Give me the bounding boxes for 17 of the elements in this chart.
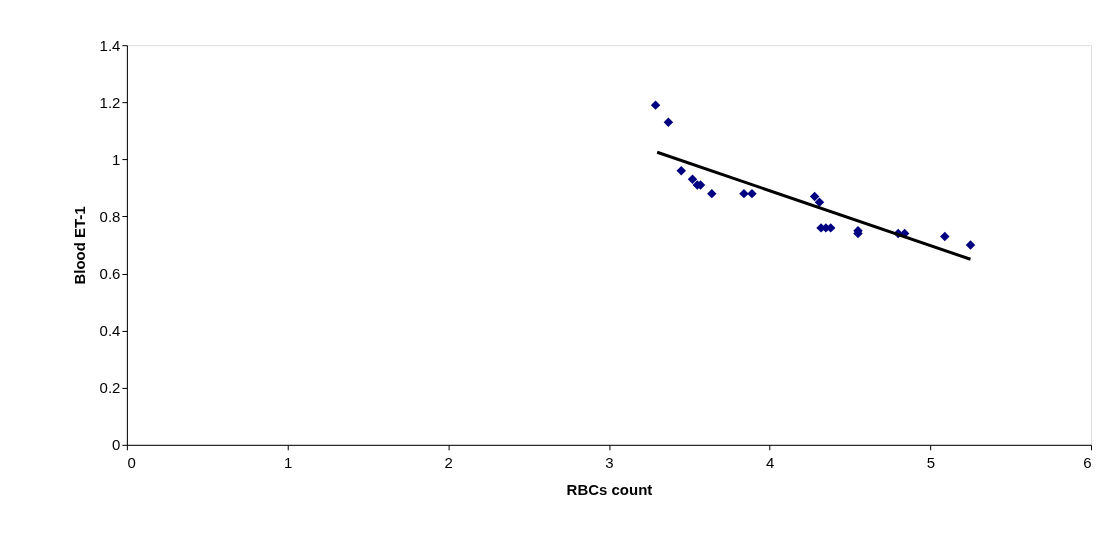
x-tick-label: 2 xyxy=(444,454,453,472)
x-tick-label: 5 xyxy=(926,454,935,472)
x-axis-title: RBCs count xyxy=(566,481,653,499)
y-axis-title: Blood ET-1 xyxy=(70,206,88,285)
y-tick-label: 1 xyxy=(112,150,121,168)
x-tick-label: 4 xyxy=(765,454,775,472)
x-tick-label: 1 xyxy=(283,454,293,472)
x-tick-label: 6 xyxy=(1083,454,1092,472)
x-tick-label: 0 xyxy=(127,454,136,472)
y-tick-label: 0.4 xyxy=(99,322,121,340)
y-tick-label: 0.8 xyxy=(99,207,121,225)
y-tick-label: 0 xyxy=(112,436,121,454)
y-tick-label: 0.2 xyxy=(99,379,121,397)
x-tick-label: 3 xyxy=(605,454,614,472)
y-tick-label: 1.2 xyxy=(99,93,121,111)
y-tick-label: 1.4 xyxy=(99,36,121,54)
y-tick-label: 0.6 xyxy=(99,265,121,283)
